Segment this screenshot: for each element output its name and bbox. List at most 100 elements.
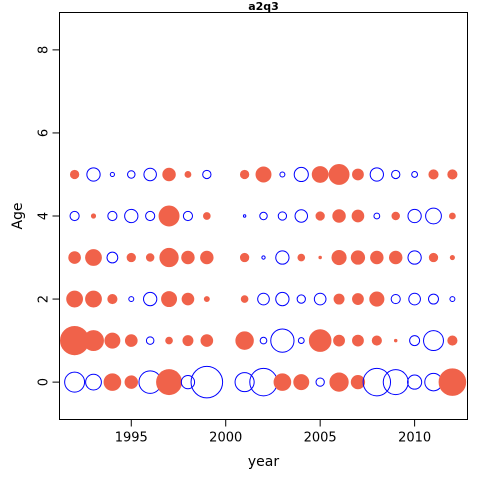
positive-residual-bubble <box>162 167 176 182</box>
negative-residual-bubble <box>242 214 247 218</box>
negative-residual-bubble <box>275 250 290 265</box>
positive-residual-bubble <box>182 335 194 347</box>
negative-residual-bubble <box>259 211 268 221</box>
positive-residual-bubble <box>161 291 178 308</box>
negative-residual-bubble <box>64 371 86 393</box>
y-tick-label: 6 <box>37 129 52 137</box>
negative-residual-bubble <box>279 171 286 178</box>
positive-residual-bubble <box>158 205 180 227</box>
positive-residual-bubble <box>328 164 350 185</box>
y-tick-label: 8 <box>37 46 52 54</box>
positive-residual-bubble <box>69 169 80 180</box>
negative-residual-bubble <box>297 337 305 344</box>
negative-residual-bubble <box>373 212 381 220</box>
positive-residual-bubble <box>239 169 250 180</box>
positive-residual-bubble <box>126 252 136 263</box>
y-tick-label: 0 <box>37 378 52 386</box>
negative-residual-bubble <box>407 208 422 224</box>
plot-frame <box>59 12 468 420</box>
positive-residual-bubble <box>447 335 458 346</box>
positive-residual-bubble <box>438 368 467 396</box>
positive-residual-bubble <box>447 169 458 180</box>
positive-residual-bubble <box>428 169 439 180</box>
bubbles-layer <box>59 164 467 399</box>
positive-residual-bubble <box>297 253 306 262</box>
negative-residual-bubble <box>86 167 101 182</box>
negative-residual-bubble <box>127 170 136 179</box>
positive-residual-bubble <box>318 255 322 260</box>
positive-residual-bubble <box>203 212 211 220</box>
negative-residual-bubble <box>277 211 288 221</box>
negative-residual-bubble <box>409 335 421 347</box>
negative-residual-bubble <box>369 167 384 182</box>
negative-residual-bubble <box>296 294 306 304</box>
positive-residual-bubble <box>332 209 346 223</box>
negative-residual-bubble <box>275 291 290 307</box>
positive-residual-bubble <box>371 335 382 346</box>
positive-residual-bubble <box>391 211 400 221</box>
negative-residual-bubble <box>391 169 401 180</box>
positive-residual-bubble <box>124 375 139 389</box>
chart-title: a2q3 <box>248 0 279 13</box>
negative-residual-bubble <box>180 374 196 390</box>
negative-residual-bubble <box>190 365 224 399</box>
positive-residual-bubble <box>159 247 179 268</box>
positive-residual-bubble <box>66 290 84 308</box>
negative-residual-bubble <box>259 336 268 345</box>
negative-residual-bubble <box>107 210 118 222</box>
negative-residual-bubble <box>428 293 439 305</box>
negative-residual-bubble <box>143 167 157 182</box>
negative-residual-bubble <box>313 292 327 306</box>
y-tick-label: 4 <box>37 212 52 220</box>
positive-residual-bubble <box>449 254 455 261</box>
y-axis-label: Age <box>10 202 26 229</box>
negative-residual-bubble <box>145 210 156 222</box>
negative-residual-bubble <box>315 377 325 387</box>
negative-residual-bubble <box>411 171 419 178</box>
negative-residual-bubble <box>106 251 119 264</box>
positive-residual-bubble <box>200 250 214 265</box>
positive-residual-bubble <box>350 374 366 390</box>
negative-residual-bubble <box>425 207 442 225</box>
negative-residual-bubble <box>257 292 270 306</box>
negative-residual-bubble <box>362 367 392 397</box>
positive-residual-bubble <box>369 291 385 307</box>
positive-residual-bubble <box>273 373 292 391</box>
positive-residual-bubble <box>311 166 329 183</box>
positive-residual-bubble <box>107 293 118 305</box>
positive-residual-bubble <box>235 331 254 350</box>
negative-residual-bubble <box>407 250 422 265</box>
negative-residual-bubble <box>261 255 266 260</box>
negative-residual-bubble <box>85 373 102 391</box>
positive-residual-bubble <box>352 293 364 305</box>
x-tick-label: 2010 <box>398 431 431 446</box>
positive-residual-bubble <box>124 334 138 347</box>
negative-residual-bubble <box>128 296 135 303</box>
positive-residual-bubble <box>370 250 384 265</box>
negative-residual-bubble <box>145 336 155 345</box>
positive-residual-bubble <box>200 334 214 347</box>
negative-residual-bubble <box>124 208 139 224</box>
negative-residual-bubble <box>182 210 194 222</box>
negative-residual-bubble <box>423 330 444 352</box>
positive-residual-bubble <box>90 213 97 219</box>
negative-residual-bubble <box>294 209 309 223</box>
positive-residual-bubble <box>331 249 347 266</box>
positive-residual-bubble <box>165 336 173 345</box>
positive-residual-bubble <box>351 209 365 223</box>
x-tick-label: 2000 <box>209 431 242 446</box>
positive-residual-bubble <box>83 330 104 352</box>
positive-residual-bubble <box>85 290 102 308</box>
negative-residual-bubble <box>390 293 401 305</box>
positive-residual-bubble <box>350 250 366 265</box>
positive-residual-bubble <box>308 329 332 352</box>
positive-residual-bubble <box>352 334 364 347</box>
x-tick-label: 1995 <box>115 431 148 446</box>
y-tick-label: 2 <box>37 295 52 303</box>
negative-residual-bubble <box>109 171 115 178</box>
positive-residual-bubble <box>184 171 192 178</box>
positive-residual-bubble <box>448 212 456 220</box>
y-axis: 0 2 4 6 8 <box>37 46 60 386</box>
positive-residual-bubble <box>181 292 195 306</box>
